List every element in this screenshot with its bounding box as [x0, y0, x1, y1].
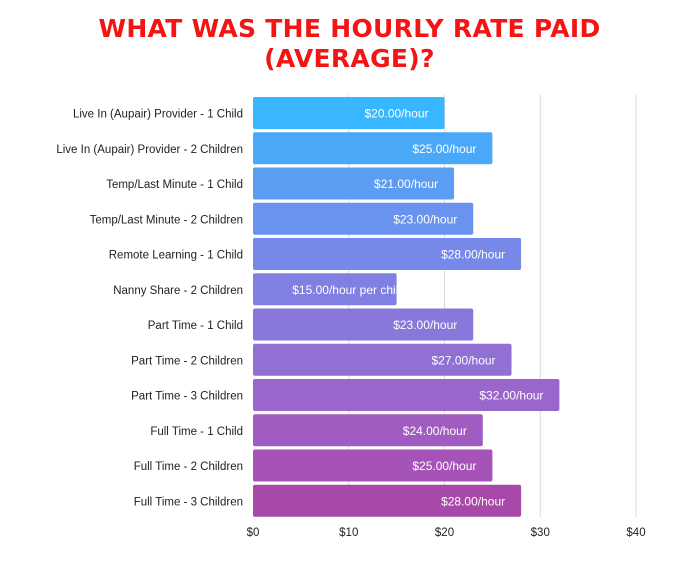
bar-data-label: $15.00/hour per child: [292, 283, 405, 297]
category-label: Remote Learning - 1 Child: [109, 250, 243, 262]
bar: [253, 343, 512, 376]
bar-data-label: $21.00/hour: [374, 177, 438, 191]
bar: [253, 202, 474, 235]
category-label: Temp/Last Minute - 2 Children: [90, 214, 243, 226]
bar-data-label: $23.00/hour: [393, 318, 457, 332]
bar: [253, 308, 474, 341]
bar: [253, 97, 445, 129]
bar-data-label: $28.00/hour: [441, 248, 505, 262]
category-label: Full Time - 3 Children: [134, 496, 243, 508]
chart-title-line-2: (AVERAGE)?: [264, 44, 435, 73]
bar-data-label: $27.00/hour: [431, 353, 495, 367]
x-tick-label: $10: [339, 527, 358, 539]
category-label: Temp/Last Minute - 1 Child: [106, 179, 243, 191]
bar-data-label: $24.00/hour: [403, 424, 467, 438]
category-label: Live In (Aupair) Provider - 1 Child: [73, 109, 243, 121]
bar-data-label: $25.00/hour: [412, 142, 476, 156]
bar-data-label: $23.00/hour: [393, 212, 457, 226]
bar-data-label: $32.00/hour: [479, 389, 543, 403]
bar: [253, 167, 455, 200]
bars: $20.00/hour $25.00/hour $21.00/hour $23.00/…: [253, 97, 560, 517]
category-label: Full Time - 2 Children: [134, 461, 243, 473]
bar-data-label: $20.00/hour: [364, 107, 428, 121]
category-label: Nanny Share - 2 Children: [113, 285, 243, 297]
gridlines: [348, 95, 637, 517]
bar-data-label: $28.00/hour: [441, 494, 505, 508]
chart-title-line-1: WHAT WAS THE HOURLY RATE PAID: [98, 14, 601, 43]
category-label: Part Time - 3 Children: [131, 391, 243, 403]
category-label: Live In (Aupair) Provider - 2 Children: [56, 144, 243, 156]
bar: [253, 132, 493, 165]
category-label: Part Time - 2 Children: [131, 355, 243, 367]
chart-title: WHAT WAS THE HOURLY RATE PAID (AVERAGE)?: [0, 14, 699, 74]
bar: [253, 484, 522, 517]
bar: [253, 414, 483, 447]
category-labels: Live In (Aupair) Provider - 1 Child Live …: [56, 109, 243, 509]
x-axis-tick-labels: $0 $10 $20 $30 $40: [247, 527, 646, 539]
category-label: Part Time - 1 Child: [148, 320, 243, 332]
bar-data-label: $25.00/hour: [412, 459, 476, 473]
x-tick-label: $40: [626, 527, 645, 539]
bar: [253, 238, 522, 270]
bar: [253, 379, 560, 411]
x-tick-label: $30: [531, 527, 550, 539]
category-label: Full Time - 1 Child: [150, 426, 243, 438]
x-tick-label: $20: [435, 527, 454, 539]
bar: [253, 449, 493, 482]
bar: [253, 273, 397, 306]
x-tick-label: $0: [247, 527, 260, 539]
